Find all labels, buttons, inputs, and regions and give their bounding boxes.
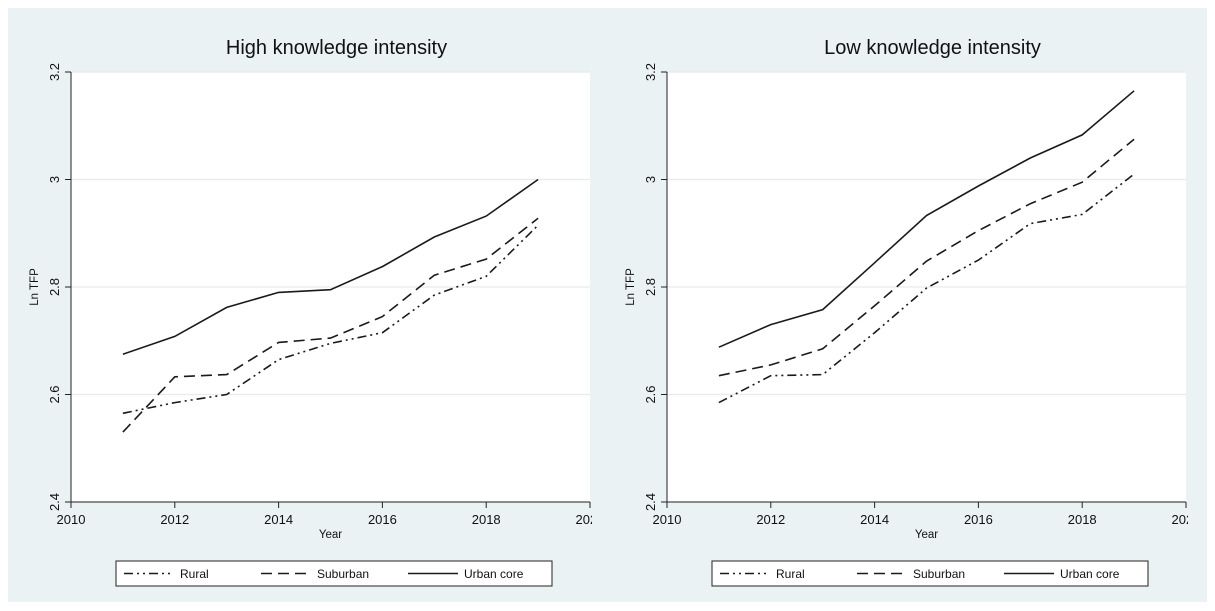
legend-label: Urban core xyxy=(1060,567,1120,581)
series-line-urban-core xyxy=(122,178,539,355)
series-line-urban-core xyxy=(718,90,1135,348)
x-tick-label: 2012 xyxy=(160,512,189,527)
series-line-rural xyxy=(122,224,539,415)
y-tick-label: 3 xyxy=(643,176,658,183)
chart-title: High knowledge intensity xyxy=(226,37,447,59)
x-axis-label: Year xyxy=(915,529,938,541)
series-line-suburban xyxy=(122,217,539,433)
y-tick-label: 2.4 xyxy=(47,493,62,511)
legend-label: Rural xyxy=(776,567,805,581)
figure: High knowledge intensity 2.4 2.6 2.8 3 3.2 201… xyxy=(8,8,1207,602)
x-tick-label: 2020 xyxy=(1172,512,1188,527)
y-tick-label: 2.8 xyxy=(47,278,62,296)
y-tick-label: 3.2 xyxy=(47,63,62,81)
x-tick-label: 2014 xyxy=(860,512,889,527)
y-axis-label: Ln TFP xyxy=(29,268,41,306)
x-tick-label: 2018 xyxy=(1068,512,1097,527)
legend xyxy=(115,560,553,587)
y-tick-label: 3.2 xyxy=(643,63,658,81)
x-tick-label: 2020 xyxy=(576,512,592,527)
chart-title: Low knowledge intensity xyxy=(824,37,1041,59)
chart-svg: High knowledge intensity 2.4 2.6 2.8 3 3.2 201… xyxy=(29,37,592,587)
legend xyxy=(711,560,1149,587)
series-line-rural xyxy=(718,173,1135,404)
x-axis-label: Year xyxy=(319,529,342,541)
x-tick-label: 2014 xyxy=(264,512,293,527)
x-tick-label: 2016 xyxy=(964,512,993,527)
y-tick-label: 3 xyxy=(47,176,62,183)
series-line-suburban xyxy=(718,138,1135,377)
x-tick-label: 2010 xyxy=(57,512,86,527)
legend-label: Suburban xyxy=(913,567,965,581)
chart-panel-high: High knowledge intensity 2.4 2.6 2.8 3 3.2 201… xyxy=(8,16,592,602)
x-tick-label: 2016 xyxy=(368,512,397,527)
y-tick-label: 2.8 xyxy=(643,278,658,296)
chart-panel-low: Low knowledge intensity 2.4 2.6 2.8 3 3.2 2010… xyxy=(604,16,1188,602)
y-tick-label: 2.4 xyxy=(643,493,658,511)
x-tick-label: 2010 xyxy=(653,512,682,527)
legend-label: Rural xyxy=(180,567,209,581)
x-tick-label: 2012 xyxy=(756,512,785,527)
y-tick-label: 2.6 xyxy=(643,385,658,403)
legend-label: Urban core xyxy=(464,567,524,581)
y-axis-label: Ln TFP xyxy=(625,268,637,306)
y-tick-label: 2.6 xyxy=(47,385,62,403)
legend-label: Suburban xyxy=(317,567,369,581)
x-tick-label: 2018 xyxy=(472,512,501,527)
chart-svg: Low knowledge intensity 2.4 2.6 2.8 3 3.2 2010… xyxy=(625,37,1188,587)
